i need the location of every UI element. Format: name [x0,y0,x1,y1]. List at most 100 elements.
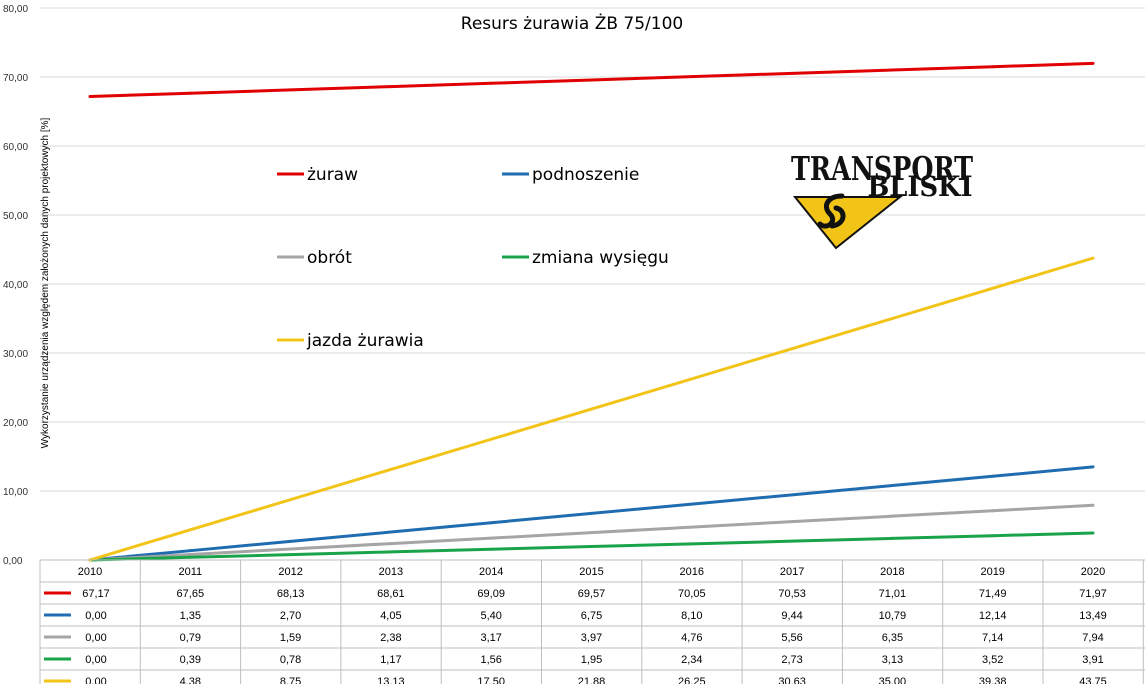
y-tick-label: 30,00 [3,349,28,360]
data-point [890,484,894,488]
data-point [590,511,593,515]
table-cell: 1,17 [380,654,401,666]
table-cell: 8,10 [681,610,702,622]
table-cell: 2,34 [681,654,702,666]
table-cell: 4,76 [681,632,702,644]
data-point [1091,256,1095,260]
data-point [890,317,894,320]
table-header-year: 2010 [78,566,102,578]
data-point [890,514,894,518]
y-tick-label: 50,00 [3,211,28,222]
table-cell: 69,09 [477,588,505,600]
table-cell: 67,65 [177,588,205,600]
data-point [890,68,894,72]
data-point [690,542,694,546]
logo-text-bliski: BLISKI [868,170,973,203]
data-point [790,347,794,351]
data-point [991,509,995,513]
table-cell: 3,52 [982,654,1003,666]
table-cell: 3,97 [581,632,602,644]
table-cell: 71,97 [1079,588,1107,600]
data-point [489,521,493,525]
data-point [289,88,293,92]
data-point [790,71,794,75]
table-cell: 0,00 [85,610,106,622]
data-point [690,377,694,381]
y-tick-label: 40,00 [3,280,28,291]
table-cell: 4,38 [180,676,201,684]
data-point [890,536,894,540]
table-cell: 17,50 [477,676,505,684]
logo-text-transport: TRANSPORT [791,149,973,188]
table-cell: 1,95 [581,654,602,666]
data-point [690,525,694,529]
table-cell: 13,13 [377,676,405,684]
y-tick-label: 80,00 [3,4,28,15]
y-tick-label: 70,00 [3,73,28,84]
data-point [991,474,995,478]
data-point [590,545,593,549]
table-cell: 0,78 [280,654,301,666]
data-point [1091,531,1095,535]
data-point [188,549,192,553]
data-point [590,78,593,82]
data-point [690,75,694,79]
y-tick-label: 10,00 [3,487,28,498]
data-point [289,539,293,543]
data-point [1091,61,1095,65]
data-point [1091,465,1095,469]
table-cell: 7,94 [1082,632,1103,644]
table-cell: 0,39 [180,654,201,666]
table-cell: 10,79 [879,610,907,622]
table-cell: 2,73 [781,654,802,666]
table-cell: 70,53 [778,588,806,600]
table-cell: 13,49 [1079,610,1107,622]
table-cell: 0,79 [180,632,201,644]
data-point [690,502,694,506]
table-cell: 1,59 [280,632,301,644]
table-cell: 2,38 [380,632,401,644]
data-point [489,547,493,551]
table-cell: 71,49 [979,588,1007,600]
data-point [289,547,293,551]
y-tick-label: 20,00 [3,418,28,429]
data-point [489,437,493,441]
table-header-year: 2012 [278,566,302,578]
legend: żuraw podnoszenie obrót zmiana wysięgu jazda… [277,165,669,351]
data-table: 2010 2011 2012 2013 2014 2015 2016 2017 2018 2019… [39,559,1145,684]
legend-label: podnoszenie [532,165,639,185]
table-cell: 1,56 [480,654,501,666]
data-point [389,85,393,89]
table-cell: 4,05 [380,610,401,622]
data-point [389,550,393,554]
data-point [188,553,192,557]
chart-title: Resurs żurawia ŻB 75/100 [461,13,683,34]
data-point [790,520,794,524]
table-cell: 6,35 [882,632,903,644]
data-point [389,467,393,471]
table-cell: 0,00 [85,632,106,644]
table-cell: 43,75 [1079,676,1107,684]
data-point [991,534,995,538]
table-cell: 5,40 [480,610,501,622]
logo-hook-mark [817,193,846,229]
table-header-year: 2016 [680,566,704,578]
data-point [991,286,995,290]
table-cell: 1,35 [180,610,201,622]
table-cell: 68,61 [377,588,405,600]
table-cell: 0,00 [85,654,106,666]
table-cell: 3,17 [480,632,501,644]
table-cell: 0,00 [85,676,106,684]
legend-label: żuraw [307,165,358,185]
table-cell: 21,88 [578,676,606,684]
data-point [590,531,593,535]
y-axis-ticks: 0,00 10,00 20,00 30,00 40,00 50,00 60,00 70,00 8… [3,4,28,567]
table-cell: 9,44 [781,610,802,622]
table-header-year: 2015 [579,566,603,578]
table-cell: 67,17 [82,588,110,600]
y-tick-label: 60,00 [3,142,28,153]
table-cell: 8,75 [280,676,301,684]
legend-label: zmiana wysięgu [532,248,669,268]
data-point [389,542,393,546]
